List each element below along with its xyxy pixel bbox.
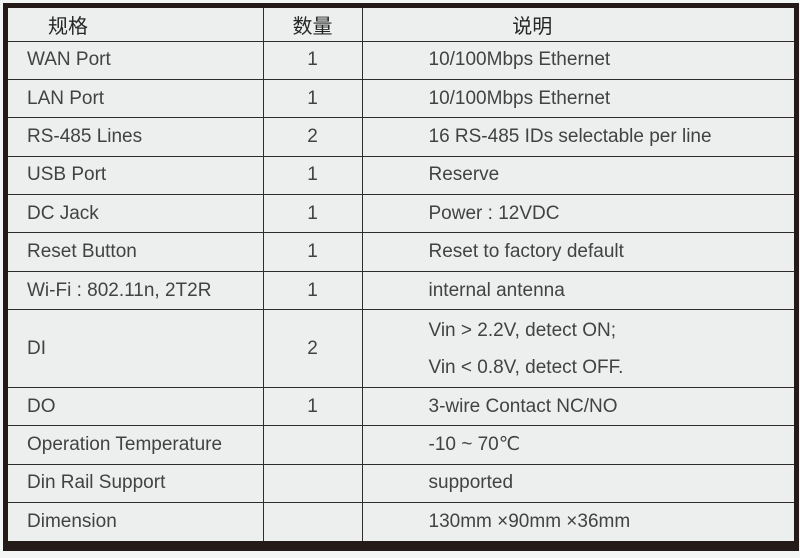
desc-cell: supported (362, 464, 794, 504)
spec-table: 规格 数量 说明 WAN Port 1 10/100Mbps Ethernet … (3, 3, 799, 551)
qty-cell: 1 (263, 387, 363, 427)
table-row: LAN Port 1 10/100Mbps Ethernet (8, 79, 794, 119)
qty-cell: 1 (263, 194, 363, 234)
table-row: DO 1 3-wire Contact NC/NO (8, 387, 794, 427)
spec-cell: Din Rail Support (8, 464, 264, 504)
desc-cell: Vin > 2.2V, detect ON; Vin < 0.8V, detec… (362, 309, 794, 388)
spec-cell: RS-485 Lines (8, 117, 264, 157)
qty-cell: 2 (263, 309, 363, 388)
qty-cell: 1 (263, 232, 363, 272)
desc-line-2: Vin < 0.8V, detect OFF. (428, 356, 624, 378)
header-desc: 说明 (362, 8, 794, 42)
desc-cell: Power : 12VDC (362, 194, 794, 234)
desc-cell: 10/100Mbps Ethernet (362, 79, 794, 119)
desc-cell: Reserve (362, 156, 794, 196)
table-row: USB Port 1 Reserve (8, 156, 794, 196)
desc-cell: -10 ~ 70℃ (362, 425, 794, 465)
spec-cell: DO (8, 387, 264, 427)
table-row: Dimension 130mm ×90mm ×36mm (8, 502, 794, 541)
table-row: Wi-Fi : 802.11n, 2T2R 1 internal antenna (8, 271, 794, 311)
spec-cell: USB Port (8, 156, 264, 196)
specification-table: 规格 数量 说明 WAN Port 1 10/100Mbps Ethernet … (8, 8, 794, 541)
table-row: Din Rail Support supported (8, 464, 794, 504)
qty-cell (263, 502, 363, 541)
spec-cell: Reset Button (8, 232, 264, 272)
table-row: Operation Temperature -10 ~ 70℃ (8, 425, 794, 465)
spec-cell: Wi-Fi : 802.11n, 2T2R (8, 271, 264, 311)
table-row: Reset Button 1 Reset to factory default (8, 232, 794, 272)
qty-cell: 1 (263, 156, 363, 196)
spec-cell: DC Jack (8, 194, 264, 234)
desc-cell: 10/100Mbps Ethernet (362, 41, 794, 81)
qty-cell (263, 464, 363, 504)
qty-cell: 1 (263, 271, 363, 311)
desc-cell: Reset to factory default (362, 232, 794, 272)
desc-line-1: Vin > 2.2V, detect ON; (428, 319, 617, 341)
table-row: RS-485 Lines 2 16 RS-485 IDs selectable … (8, 117, 794, 157)
header-qty: 数量 (263, 8, 363, 42)
qty-cell (263, 425, 363, 465)
desc-cell: 3-wire Contact NC/NO (362, 387, 794, 427)
spec-cell: Dimension (8, 502, 264, 541)
desc-cell: 130mm ×90mm ×36mm (362, 502, 794, 541)
desc-cell: internal antenna (362, 271, 794, 311)
desc-cell: 16 RS-485 IDs selectable per line (362, 117, 794, 157)
table-row: WAN Port 1 10/100Mbps Ethernet (8, 41, 794, 81)
spec-cell: LAN Port (8, 79, 264, 119)
qty-cell: 1 (263, 79, 363, 119)
spec-cell: DI (8, 309, 264, 388)
qty-cell: 1 (263, 41, 363, 81)
qty-cell: 2 (263, 117, 363, 157)
header-row: 规格 数量 说明 (8, 8, 794, 42)
spec-cell: WAN Port (8, 41, 264, 81)
table-row: DC Jack 1 Power : 12VDC (8, 194, 794, 234)
spec-cell: Operation Temperature (8, 425, 264, 465)
header-spec: 规格 (8, 8, 264, 42)
table-row: DI 2 Vin > 2.2V, detect ON; Vin < 0.8V, … (8, 309, 794, 388)
